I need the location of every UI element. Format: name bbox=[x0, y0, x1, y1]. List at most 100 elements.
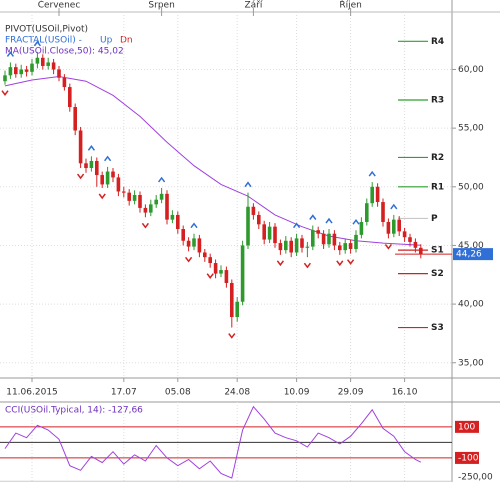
candle-body bbox=[289, 240, 293, 253]
fractal-up bbox=[190, 222, 198, 229]
candle-body bbox=[100, 175, 104, 185]
candle-body bbox=[127, 192, 131, 201]
candle-body bbox=[381, 202, 385, 222]
fractal-up bbox=[104, 155, 112, 162]
fractal-down bbox=[336, 260, 344, 267]
fractal-down bbox=[77, 173, 85, 180]
candle-body bbox=[365, 203, 369, 222]
candle-body bbox=[278, 243, 283, 251]
candle-body bbox=[35, 57, 40, 64]
candle-body bbox=[370, 186, 374, 204]
candle-body bbox=[316, 230, 320, 234]
candle-body bbox=[24, 69, 29, 72]
candle-body bbox=[338, 245, 342, 251]
last-price-label: 44,26 bbox=[456, 250, 482, 260]
candle-body bbox=[154, 199, 158, 205]
fractal-down bbox=[185, 256, 193, 263]
candle-body bbox=[78, 130, 83, 164]
candle-body bbox=[46, 62, 50, 66]
candle-body bbox=[57, 69, 61, 78]
candle-body bbox=[197, 238, 202, 253]
candle-body bbox=[19, 69, 23, 75]
candle-body bbox=[165, 193, 169, 220]
fractal-up bbox=[309, 214, 317, 220]
pivot-label: R2 bbox=[431, 153, 444, 163]
candle-body bbox=[41, 57, 45, 66]
fractal-up bbox=[33, 40, 41, 47]
y-tick-label: 55,00 bbox=[458, 124, 484, 134]
fractal-up bbox=[352, 218, 360, 225]
cci-tick-label: -250,00 bbox=[458, 473, 493, 482]
candle-body bbox=[170, 214, 175, 220]
candle-body bbox=[143, 207, 148, 213]
candle-body bbox=[213, 263, 218, 274]
fractal-down bbox=[276, 260, 284, 267]
candle-body bbox=[68, 87, 72, 108]
candle-body bbox=[208, 257, 212, 264]
fractal-down bbox=[1, 90, 9, 96]
candle-body bbox=[386, 221, 391, 234]
fractal-down bbox=[228, 333, 236, 339]
candle-body bbox=[62, 77, 67, 88]
candle-body bbox=[354, 234, 358, 249]
cci-tick-label: 100 bbox=[458, 422, 475, 432]
fractal-up bbox=[368, 170, 376, 177]
candle-body bbox=[8, 67, 13, 76]
candle-body bbox=[84, 163, 88, 169]
y-tick-label: 45,00 bbox=[458, 241, 484, 251]
candle-body bbox=[3, 75, 7, 82]
candle-body bbox=[235, 301, 239, 317]
candle-body bbox=[300, 238, 304, 248]
candle-body bbox=[294, 238, 299, 253]
fractal-up bbox=[6, 51, 14, 57]
last-price-box bbox=[453, 248, 493, 261]
candle-body bbox=[343, 243, 347, 251]
candle-body bbox=[408, 237, 412, 242]
candle-body bbox=[240, 245, 245, 302]
candle-body bbox=[397, 219, 401, 232]
candle-body bbox=[30, 63, 34, 72]
candle-body bbox=[262, 224, 266, 240]
fractal-down bbox=[347, 259, 355, 265]
candle-body bbox=[311, 230, 315, 247]
candle-body bbox=[230, 282, 234, 317]
candle-body bbox=[111, 171, 115, 178]
fractal-down bbox=[206, 273, 214, 279]
pivot-label: R4 bbox=[431, 37, 444, 47]
candle-body bbox=[375, 186, 380, 203]
candle-body bbox=[89, 160, 94, 169]
candle-body bbox=[192, 238, 196, 247]
x-tick-label: 05.08 bbox=[165, 388, 191, 398]
candle-body bbox=[51, 62, 56, 70]
candle-body bbox=[186, 240, 191, 247]
legend-ma: MA(USOil.Close,50): 45,02 bbox=[5, 47, 124, 57]
candle-body bbox=[284, 240, 288, 251]
candle-body bbox=[176, 214, 180, 230]
candle-body bbox=[392, 219, 396, 234]
pivot-label: R3 bbox=[431, 95, 444, 105]
fractal-down bbox=[384, 243, 392, 250]
candle-body bbox=[219, 270, 223, 274]
candle-body bbox=[348, 243, 353, 249]
top-tick-label: Červenec bbox=[38, 0, 81, 11]
fractal-down bbox=[98, 193, 106, 200]
candle-body bbox=[332, 233, 337, 246]
cci-line bbox=[4, 405, 422, 479]
y-tick-label: 50,00 bbox=[458, 182, 484, 192]
top-tick-label: Září bbox=[244, 1, 262, 11]
candle-body bbox=[321, 233, 326, 245]
candle-body bbox=[132, 195, 137, 201]
candle-body bbox=[203, 252, 207, 258]
candle-body bbox=[251, 206, 256, 215]
candle-body bbox=[327, 233, 331, 245]
y-tick-label: 35,00 bbox=[458, 358, 484, 368]
legend-fractal: FRACTAL(USOil) - bbox=[5, 36, 82, 46]
x-tick-label: 29.09 bbox=[338, 388, 364, 398]
fractal-down bbox=[141, 222, 149, 229]
x-tick-label: 16.10 bbox=[392, 388, 418, 398]
x-tick-label: 11.06.2015 bbox=[6, 388, 58, 398]
fractal-up bbox=[390, 203, 398, 210]
cci-tick-box bbox=[455, 451, 479, 464]
candle-body bbox=[116, 177, 121, 192]
